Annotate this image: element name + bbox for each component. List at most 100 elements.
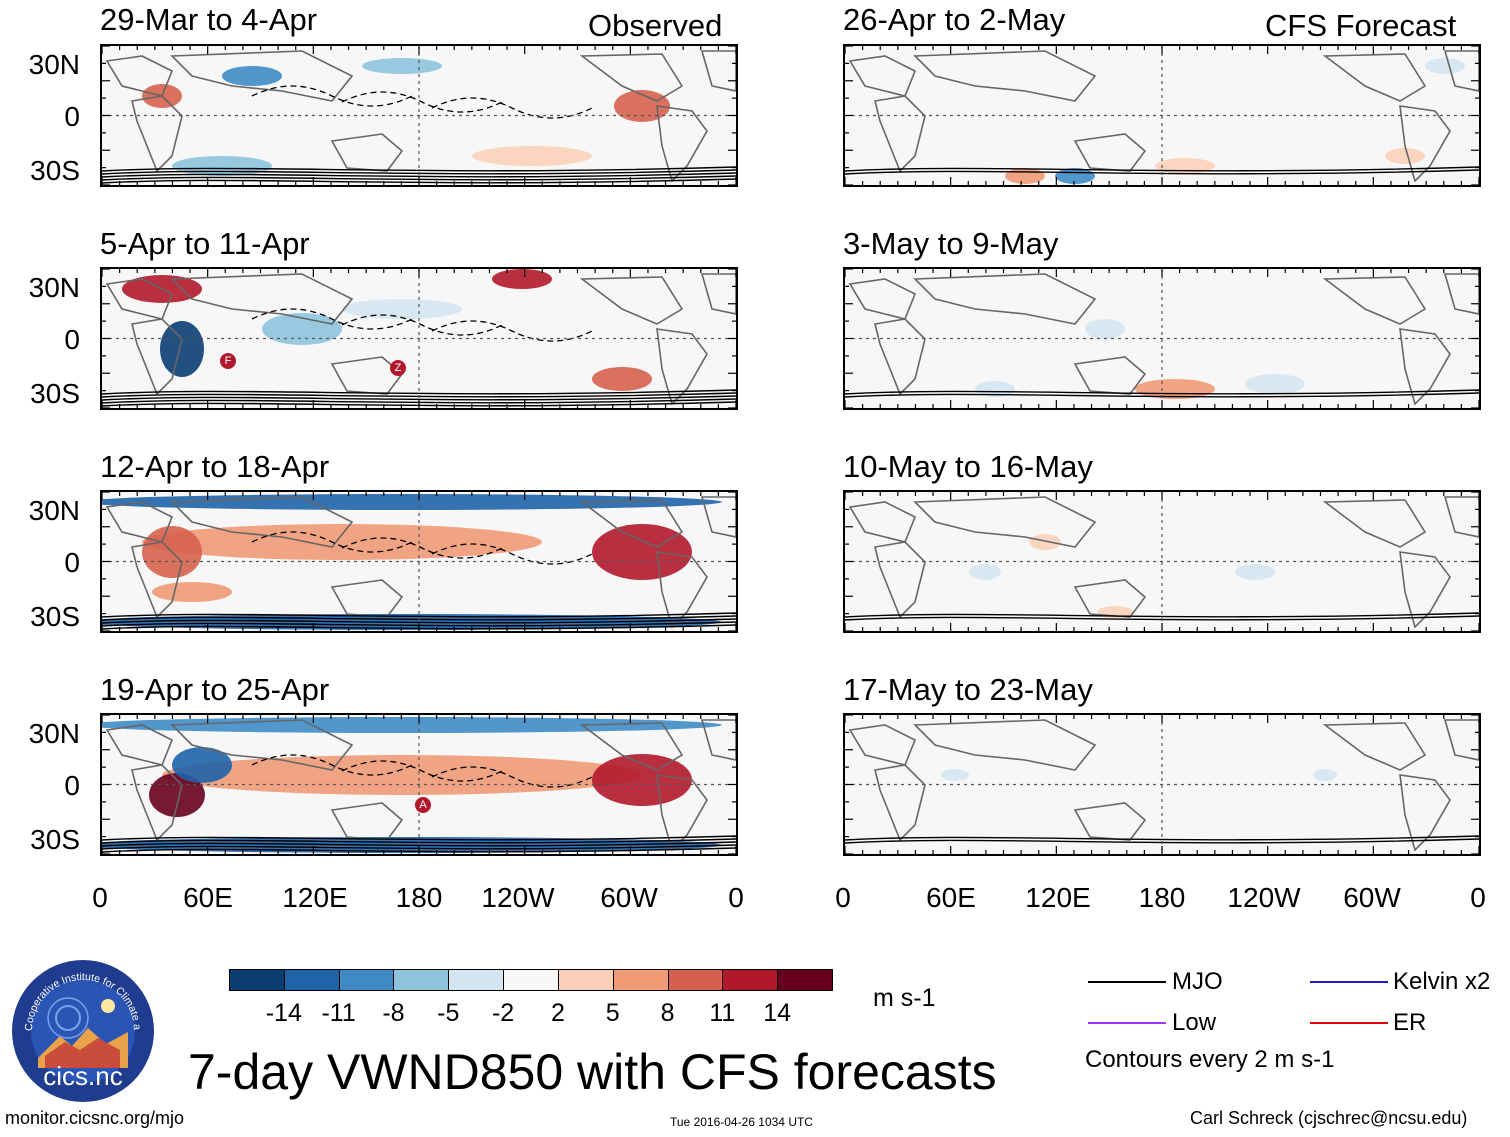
coastline [656, 774, 708, 852]
colorbar-swatch [448, 969, 505, 991]
panel-title-forecast-1: 26-Apr to 2-May [843, 2, 1066, 37]
wind-anomaly-blob [592, 524, 692, 580]
legend-contour-note: Contours every 2 m s-1 [1085, 1046, 1335, 1073]
storm-marker-f: F [220, 353, 236, 369]
y-label-eq: 0 [64, 324, 80, 355]
colorbar: -14 -11 -8 -5 -2 2 5 8 11 14 [229, 969, 833, 1029]
contour-line-dashed [341, 537, 503, 559]
coastline [874, 764, 926, 842]
colorbar-label: -5 [437, 999, 460, 1027]
storm-marker-z: Z [390, 360, 406, 376]
coastline [170, 496, 354, 548]
contour-line [102, 838, 736, 844]
coastline [131, 541, 183, 619]
coastline [913, 50, 1097, 102]
footer-url[interactable]: monitor.cicsnc.org/mjo [5, 1108, 185, 1128]
coastline [170, 719, 354, 771]
wind-anomaly-blob [941, 769, 969, 781]
wind-anomaly-blob [1155, 158, 1215, 174]
contour-line [102, 844, 736, 850]
contour-line [102, 624, 736, 630]
contour-line [102, 841, 736, 847]
x-label-60w: 60W [1343, 882, 1401, 913]
colorbar-label: -14 [265, 999, 302, 1027]
panel-title-observed-4: 19-Apr to 25-Apr [100, 672, 330, 707]
coastline [1443, 273, 1479, 315]
contour-line [102, 175, 736, 181]
colorbar-units: m s-1 [873, 984, 936, 1012]
x-label-0-end: 0 [1470, 882, 1486, 913]
colorbar-swatch [667, 969, 724, 991]
contour-line [845, 392, 1479, 398]
contour-line-dashed [251, 308, 413, 330]
coastline [874, 541, 926, 619]
coastline [1399, 328, 1451, 406]
wind-anomaly-blob [262, 313, 342, 345]
wind-anomaly-blob [222, 66, 282, 86]
contour-line-dashed [251, 754, 413, 776]
x-label-120w: 120W [1227, 882, 1301, 913]
panel-title-forecast-2: 3-May to 9-May [843, 226, 1059, 261]
y-label-30n: 30N [28, 49, 80, 80]
panel-title-forecast-3: 10-May to 16-May [843, 449, 1093, 484]
x-label-180: 180 [1138, 882, 1186, 913]
coastline [131, 764, 183, 842]
coastline [579, 722, 684, 771]
colorbar-swatch [229, 969, 285, 991]
x-label-60e: 60E [183, 882, 233, 913]
coastline [1073, 579, 1147, 618]
coastline [913, 496, 1097, 548]
wind-anomaly-blob [142, 524, 542, 560]
contour-line-dashed [431, 543, 593, 565]
coastline [913, 719, 1097, 771]
coastline [1443, 719, 1479, 761]
map-panel-observed-3 [100, 490, 738, 633]
contour-line [102, 178, 736, 184]
colorbar-swatch [503, 969, 559, 991]
map-graphic [845, 492, 1479, 631]
map-panel-forecast-1 [843, 44, 1481, 187]
wind-anomaly-blob [1029, 534, 1061, 550]
coastline [913, 273, 1097, 325]
coastline [1073, 133, 1147, 172]
legend-low-line [1088, 1022, 1166, 1024]
map-panel-observed-1 [100, 44, 738, 187]
contour-line-dashed [341, 91, 503, 113]
contour-line [102, 392, 736, 398]
observed-label: Observed [588, 8, 723, 43]
forecast-label: CFS Forecast [1265, 8, 1457, 43]
y-label-30s: 30S [30, 155, 80, 186]
wind-anomaly-blob [492, 269, 552, 289]
map-panel-forecast-3 [843, 490, 1481, 633]
colorbar-label: 14 [763, 999, 792, 1027]
wind-anomaly-blob [160, 321, 204, 377]
coastline [874, 95, 926, 173]
wind-anomaly-blob [1313, 769, 1337, 781]
coastline [330, 579, 404, 618]
coastline [330, 356, 404, 395]
contour-line [845, 615, 1479, 621]
footer-author: Carl Schreck (cjschrec@ncsu.edu) [1190, 1108, 1468, 1128]
coastline [1073, 356, 1147, 395]
legend-er-line [1310, 1022, 1388, 1024]
y-label-30s: 30S [30, 378, 80, 409]
contour-line [845, 389, 1479, 395]
map-graphic [845, 46, 1479, 185]
wind-anomaly-blob [975, 381, 1015, 397]
y-label-30s: 30S [30, 824, 80, 855]
map-graphic [845, 269, 1479, 408]
x-label-120w: 120W [481, 882, 555, 913]
coastline [579, 276, 684, 325]
colorbar-label: 8 [660, 999, 675, 1027]
wind-anomaly-blob [152, 582, 232, 602]
colorbar-swatch [283, 969, 340, 991]
contour-line-dashed [251, 531, 413, 553]
legend-low-label: Low [1172, 1009, 1217, 1036]
coastline [170, 50, 354, 102]
coastline [1443, 496, 1479, 538]
map-panel-observed-2 [100, 267, 738, 410]
wind-anomaly-blob [1055, 168, 1095, 184]
wind-anomaly-blob [102, 494, 722, 510]
colorbar-swatch [777, 969, 833, 991]
contour-line [102, 401, 736, 407]
